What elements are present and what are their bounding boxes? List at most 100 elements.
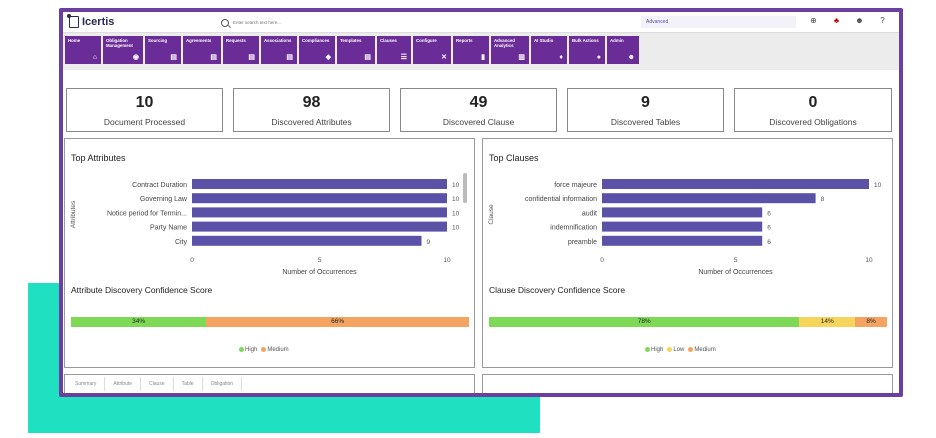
legend-label: Low [673, 347, 685, 354]
tab-table[interactable]: Table [174, 377, 203, 391]
search-icon[interactable] [221, 18, 229, 27]
attributes-panel: Top Attributes Attributes Contract Durati… [64, 138, 475, 368]
nav-item-compliances[interactable]: Compliances ◆ [299, 36, 335, 64]
nav-item-associations[interactable]: Associations ▤ [261, 36, 297, 64]
bar [602, 179, 869, 189]
nav-item-bulk-actions[interactable]: Bulk Actions ● [569, 36, 605, 64]
home-icon: ⌂ [92, 54, 97, 61]
list-icon: ☰ [400, 54, 407, 61]
tab-summary[interactable]: Summary [67, 377, 106, 391]
bar [602, 193, 816, 204]
nav-item-reports[interactable]: Reports ▮ [453, 36, 489, 64]
add-circle-icon[interactable]: ⊕ [810, 16, 817, 25]
legend-item-low[interactable]: Low [667, 347, 684, 353]
logo[interactable]: Icertis [67, 14, 115, 29]
panel-title: Top Clauses [489, 153, 539, 163]
tab-obligation[interactable]: Obligation [203, 377, 243, 391]
nav-item-advanced-analytics[interactable]: Advanced Analytics ▥ [491, 36, 529, 64]
search-bar [221, 16, 641, 29]
legend-item-high[interactable]: High [645, 347, 663, 353]
nav-item-configure[interactable]: Configure ✕ [413, 36, 451, 64]
stat-card-clauses[interactable]: 49 Discovered Clause [400, 88, 557, 132]
nav-item-agreements[interactable]: Agreements ▤ [183, 36, 221, 64]
confidence-segment-low[interactable]: 14% [799, 317, 856, 327]
clauses-panel: Top Clauses Clause force majeure 10 confide… [482, 138, 893, 368]
users-icon[interactable]: ☻ [855, 16, 864, 25]
stat-card-attributes[interactable]: 98 Discovered Attributes [233, 88, 390, 132]
confidence-segment-high[interactable]: 34% [71, 317, 207, 327]
users-icon: ☻ [627, 54, 635, 61]
bar [192, 207, 447, 218]
nav-item-obligation-management[interactable]: Obligation Management ◉ [103, 36, 143, 64]
alert-user-icon[interactable]: ♣ [833, 16, 840, 25]
doc-icon: ▤ [210, 54, 217, 61]
confidence-segment-medium[interactable]: 8% [855, 317, 887, 327]
data-label: 9 [427, 239, 431, 246]
logo-text: Icertis [82, 16, 115, 28]
nav-item-sourcing[interactable]: Sourcing ▤ [145, 36, 181, 64]
detail-tabs: Summary Attribute Clause Table Obligation [67, 377, 243, 391]
attribute-confidence-legend: High Medium [239, 347, 289, 353]
legend-item-high[interactable]: High [239, 347, 257, 353]
category-label: Contract Duration [132, 182, 187, 189]
bulb-icon: ♦ [559, 54, 563, 61]
bar [192, 221, 447, 232]
stat-value: 0 [808, 94, 818, 111]
data-label: 10 [452, 210, 460, 217]
nav-item-label: Reports [456, 38, 473, 43]
data-label: 6 [767, 210, 771, 217]
legend-item-medium[interactable]: Medium [688, 347, 716, 353]
nav-item-clauses[interactable]: Clauses ☰ [377, 36, 411, 64]
stat-card-obligations[interactable]: 0 Discovered Obligations [734, 88, 892, 132]
bar [192, 235, 422, 246]
score-title: Attribute Discovery Confidence Score [71, 285, 213, 295]
data-label: 6 [767, 239, 771, 246]
y-axis-label: Attributes [70, 200, 77, 228]
report-icon: ▮ [481, 54, 485, 61]
tab-attribute[interactable]: Attribute [105, 377, 142, 391]
nav-item-templates[interactable]: Templates ▤ [337, 36, 375, 64]
nav-item-ai-studio[interactable]: AI Studio ♦ [531, 36, 567, 64]
nav-item-label: Associations [264, 38, 292, 43]
advanced-search-link[interactable]: Advanced [641, 16, 796, 28]
app-screen: Icertis Advanced ⊕ ♣ ☻ ? Home ⌂ Obligation… [63, 12, 899, 393]
stat-value: 10 [135, 94, 154, 111]
nav-item-admin[interactable]: Admin ☻ [607, 36, 639, 64]
stat-value: 49 [469, 94, 488, 111]
confidence-segment-high[interactable]: 78% [489, 317, 800, 327]
tab-clause[interactable]: Clause [141, 377, 174, 391]
chart-icon: ▥ [518, 54, 525, 61]
data-label: 10 [874, 182, 882, 189]
scrollbar[interactable] [463, 173, 467, 203]
category-label: Governing Law [140, 196, 188, 203]
confidence-segment-medium[interactable]: 66% [206, 317, 469, 327]
tag-icon: ◆ [325, 54, 331, 61]
legend-label: High [245, 347, 258, 354]
nav-item-label: Sourcing [148, 38, 168, 43]
tick-label: 10 [443, 257, 451, 264]
tick-label: 5 [318, 257, 322, 264]
nav-item-requests[interactable]: Requests ▤ [223, 36, 259, 64]
stat-card-tables[interactable]: 9 Discovered Tables [567, 88, 724, 132]
clause-confidence-legend: High Low Medium [645, 347, 716, 353]
x-axis-label: Number of Occurrences [282, 269, 357, 276]
stat-label: Discovered Attributes [271, 117, 352, 127]
nav-item-home[interactable]: Home ⌂ [65, 36, 101, 64]
search-input[interactable] [233, 20, 613, 25]
nav-item-label: Configure [416, 38, 437, 43]
stat-label: Document Processed [103, 117, 186, 127]
help-icon[interactable]: ? [880, 16, 885, 25]
stat-value: 9 [641, 94, 650, 111]
doc-icon: ▤ [286, 54, 293, 61]
bar [192, 179, 447, 189]
nav-item-label: Clauses [380, 38, 397, 43]
stat-card-documents[interactable]: 10 Document Processed [66, 88, 223, 132]
category-label: audit [582, 210, 597, 217]
legend-item-medium[interactable]: Medium [261, 347, 289, 353]
nav-item-label: Admin [610, 38, 624, 43]
category-label: City [175, 239, 188, 246]
nav-item-label: Templates [340, 38, 362, 43]
legend-dot [688, 347, 694, 352]
category-label: preamble [568, 239, 597, 246]
legend-dot [645, 347, 650, 352]
